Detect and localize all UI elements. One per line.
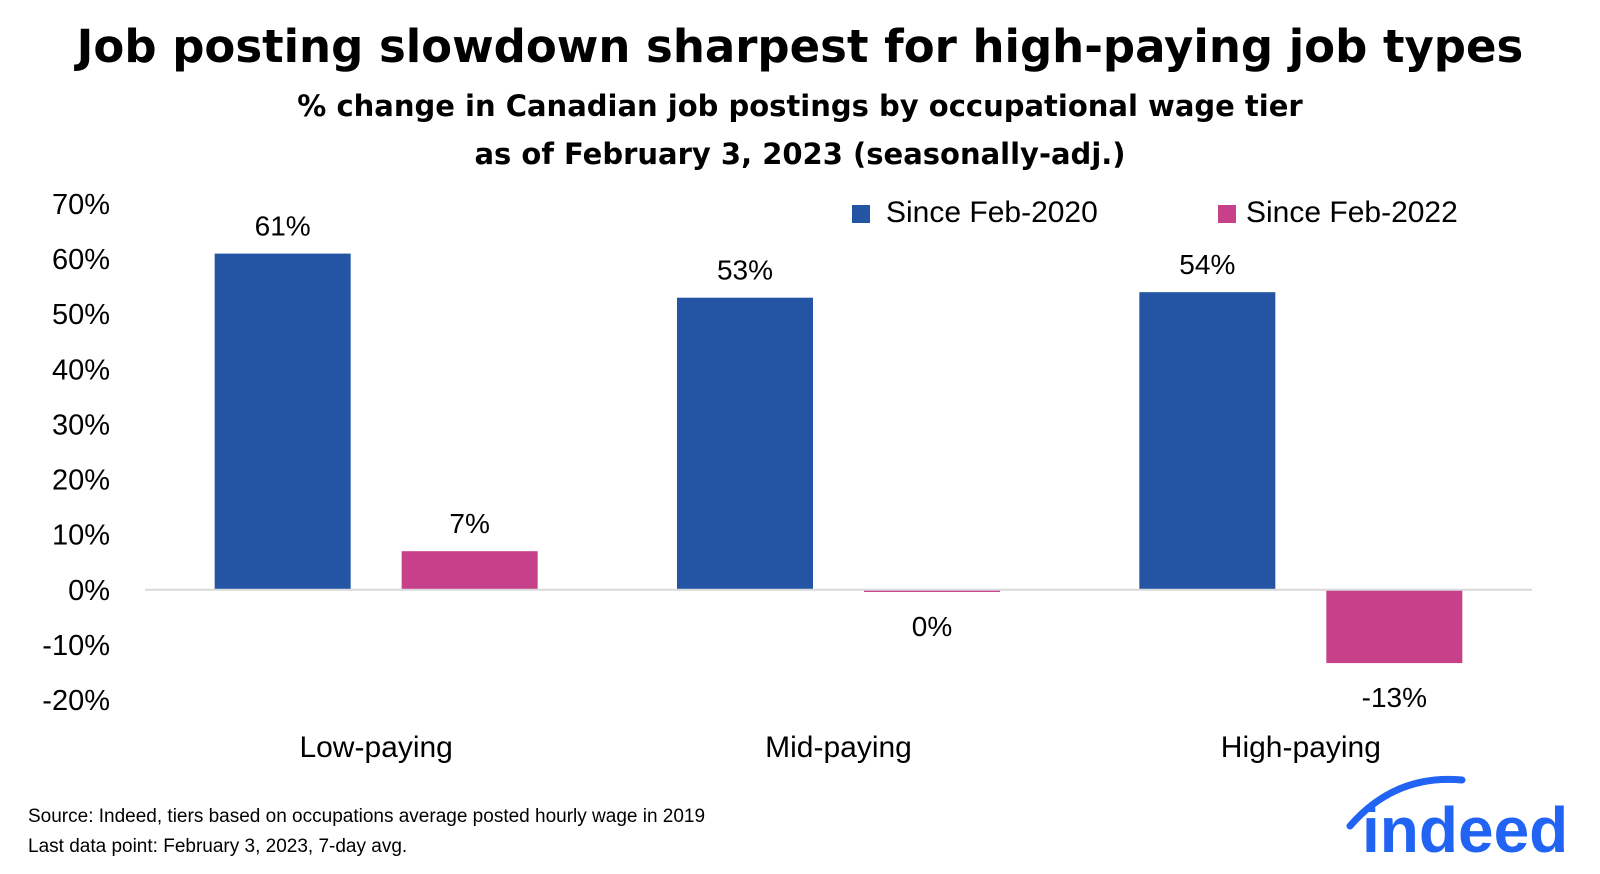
y-tick-label: 70% [52,189,110,221]
y-axis: 70% 60% 50% 40% 30% 20% 10% 0% -10% -20% [42,189,110,717]
data-label: 54% [1179,249,1235,280]
x-category-label: Low-paying [299,731,452,764]
chart-subtitle-line1: % change in Canadian job postings by occ… [297,89,1303,123]
y-tick-label: 10% [52,520,110,552]
data-label: -13% [1362,682,1427,713]
legend-swatch-feb2020 [852,205,870,223]
indeed-logo: indeed [1346,775,1568,866]
data-label: 7% [449,508,489,539]
indeed-logo-arc-icon [1346,775,1466,830]
last-data-note: Last data point: February 3, 2023, 7-day… [28,836,407,857]
legend-label-feb2020: Since Feb-2020 [886,196,1098,229]
bar-mid-paying-series-2 [864,589,1000,592]
x-category-label: High-paying [1221,731,1381,764]
data-label: 53% [717,255,773,286]
y-tick-label: 30% [52,409,110,441]
bar-high-paying-series-1 [1139,292,1276,590]
chart-title: Job posting slowdown sharpest for high-p… [74,20,1524,73]
bar-high-paying-series-2 [1326,589,1463,664]
x-axis: Low-paying Mid-paying High-paying [145,588,1532,764]
y-tick-label: 50% [52,299,110,331]
y-tick-label: 60% [52,244,110,276]
legend-label-feb2022: Since Feb-2022 [1246,196,1458,229]
bar-low-paying-series-2 [401,551,538,590]
data-label: 0% [912,611,952,642]
x-category-label: Mid-paying [765,731,912,764]
y-tick-label: -10% [42,630,110,662]
source-note: Source: Indeed, tiers based on occupatio… [28,806,705,827]
chart-subtitle-line2: as of February 3, 2023 (seasonally-adj.) [474,137,1125,171]
indeed-logo-text: indeed [1362,794,1568,866]
data-label: 61% [255,211,311,242]
y-tick-label: 20% [52,465,110,497]
y-tick-label: 40% [52,354,110,386]
y-tick-label: 0% [68,575,110,607]
bars: 61% 7% 53% 0% 54% -13% [214,211,1463,713]
legend-swatch-feb2022 [1218,205,1236,223]
legend: Since Feb-2020 Since Feb-2022 [852,196,1458,229]
bar-low-paying-series-1 [214,253,351,590]
bar-mid-paying-series-1 [677,297,813,590]
y-tick-label: -20% [42,685,110,717]
